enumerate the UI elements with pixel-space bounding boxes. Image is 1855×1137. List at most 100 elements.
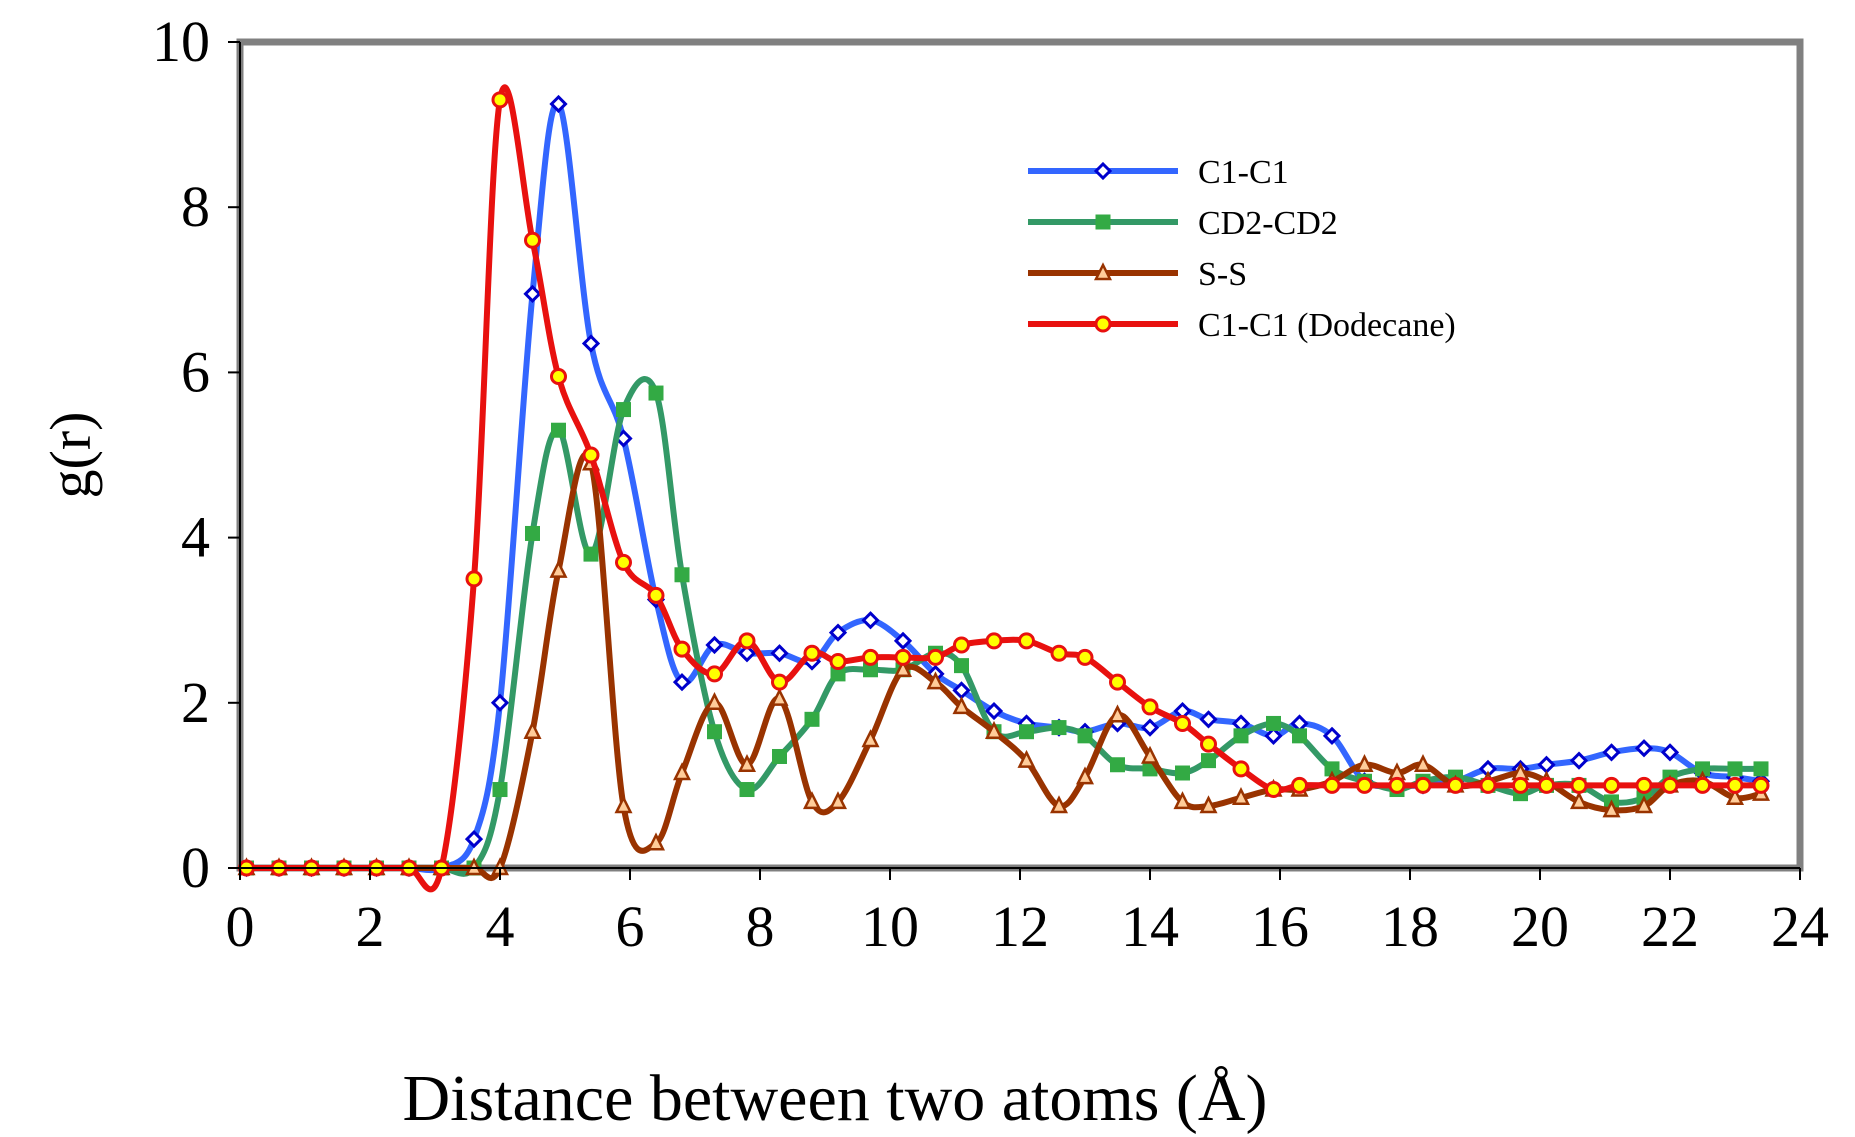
series-3 (238, 84, 1770, 893)
data-point (770, 687, 789, 706)
data-point (926, 671, 945, 690)
x-tick-label: 8 (746, 894, 775, 959)
y-tick-label: 4 (181, 505, 210, 570)
data-point (490, 693, 510, 712)
data-point (1266, 715, 1281, 731)
data-point (828, 791, 848, 810)
x-axis: 0 2 4 6 8 10 12 14 16 18 20 22 24 (226, 868, 1829, 959)
data-point (1141, 698, 1159, 716)
data-point (1355, 753, 1374, 772)
x-tick-label: 0 (226, 894, 255, 959)
data-point (1140, 745, 1160, 764)
data-point (893, 631, 913, 650)
data-point (772, 748, 787, 764)
data-point (1413, 753, 1433, 772)
x-tick-label: 18 (1381, 894, 1439, 959)
y-tick-label: 2 (181, 670, 210, 735)
data-point (1634, 739, 1654, 758)
data-point (954, 658, 969, 674)
series-line (243, 100, 1764, 874)
data-point (1199, 710, 1218, 729)
data-point (1752, 776, 1770, 794)
x-tick-label: 10 (861, 894, 919, 959)
x-tick-label: 16 (1251, 894, 1309, 959)
y-axis: 0 2 4 6 8 10 (152, 9, 240, 900)
x-tick-label: 12 (991, 894, 1049, 959)
y-axis-title: g(r) (38, 412, 103, 499)
data-point (614, 795, 633, 814)
data-point (1018, 632, 1035, 650)
data-point (802, 791, 822, 810)
data-point (771, 673, 788, 691)
data-point (1537, 755, 1556, 774)
data-point (1231, 786, 1251, 806)
data-point (674, 567, 690, 583)
x-tick-label: 24 (1771, 894, 1829, 959)
legend-item: C1-C1 (Dodecane) (1028, 307, 1456, 344)
data-point (1694, 776, 1711, 794)
data-point (707, 724, 722, 740)
data-point (953, 636, 970, 654)
data-point (770, 644, 789, 663)
y-tick-label: 0 (181, 835, 210, 900)
data-point (464, 829, 484, 849)
data-point (1356, 776, 1373, 794)
data-point (861, 729, 880, 748)
plot-frame (236, 38, 1804, 872)
data-point (1634, 795, 1654, 814)
data-point (862, 648, 879, 666)
data-point (523, 720, 542, 739)
data-point (1447, 776, 1464, 794)
data-point (861, 611, 880, 630)
data-point (737, 753, 757, 772)
data-point (1200, 735, 1217, 753)
data-point (1199, 795, 1218, 814)
data-point (1603, 776, 1620, 794)
legend-marker (1094, 315, 1112, 333)
data-point (1075, 766, 1095, 785)
data-point (1049, 795, 1069, 814)
data-point (893, 658, 913, 678)
data-point (1538, 776, 1555, 794)
data-point (672, 673, 692, 692)
data-point (952, 696, 971, 715)
data-point (828, 623, 848, 642)
data-point (1174, 714, 1191, 732)
y-tick-label: 6 (181, 339, 210, 404)
data-point (648, 385, 664, 401)
data-point (1291, 776, 1308, 794)
legend-item: C1-C1 (1028, 154, 1289, 191)
data-point (549, 559, 568, 578)
data-point (1292, 728, 1307, 744)
x-axis-title: Distance between two atoms (Å) (402, 1062, 1267, 1135)
data-point (1725, 786, 1745, 806)
data-point (1570, 776, 1588, 794)
data-point (737, 644, 757, 663)
data-point (1512, 776, 1529, 794)
data-point (738, 632, 756, 650)
data-point (525, 525, 540, 541)
data-point (1108, 704, 1127, 723)
data-point (1264, 726, 1283, 745)
data-point (1323, 776, 1341, 794)
data-point (1322, 726, 1342, 745)
y-tick-label: 10 (152, 9, 210, 74)
legend: C1-C1 CD2-CD2 S-S C1-C1 (Dodecane) (1028, 154, 1456, 344)
data-point (583, 546, 599, 562)
data-point (1019, 724, 1034, 740)
series-layer (237, 84, 1771, 893)
data-point (647, 586, 665, 604)
data-point (1050, 644, 1068, 662)
x-tick-label: 22 (1641, 894, 1699, 959)
y-tick-label: 8 (181, 174, 210, 239)
data-point (465, 570, 483, 588)
data-point (550, 368, 567, 386)
data-point (672, 762, 692, 781)
data-point (615, 553, 632, 571)
data-point (1726, 776, 1744, 794)
data-point (894, 648, 912, 666)
legend-label: C1-C1 (1198, 154, 1289, 191)
data-point (549, 94, 568, 114)
